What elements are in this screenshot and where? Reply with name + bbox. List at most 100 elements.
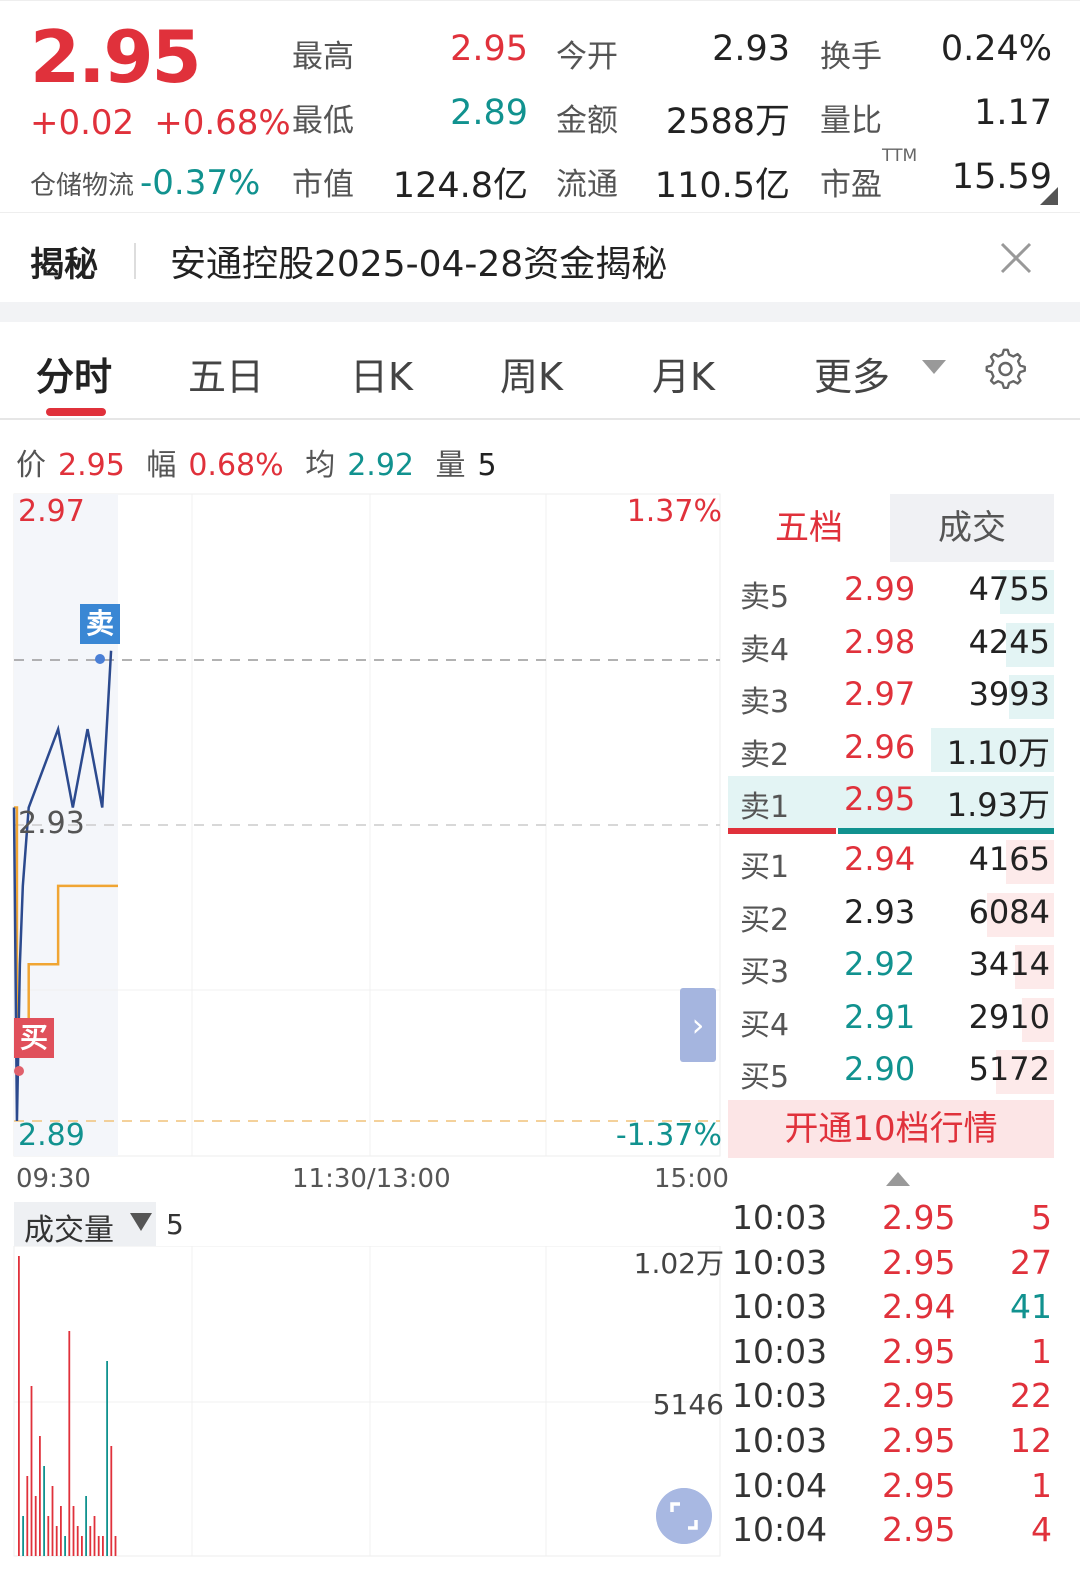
expand-panel-button[interactable]: › [680,988,716,1062]
level-label: 买2 [740,902,790,938]
average-price-line [14,806,118,1044]
volume-bar [68,1331,71,1556]
volume-bar [93,1516,96,1556]
level-volume: 4245 [968,622,1050,661]
pct-axis-max: 1.37% [626,494,722,529]
volume-bar [43,1466,45,1556]
bid-level-4[interactable]: 买4 2.91 2910 [728,994,1054,1046]
sector-info[interactable]: 仓储物流 -0.37% [30,163,260,203]
trade-price: 2.95 [882,1510,956,1550]
ask-level-3[interactable]: 卖3 2.97 3993 [728,671,1054,723]
price-change: +0.02 +0.68% [30,103,291,143]
ask-level-1[interactable]: 卖5 2.99 4755 [728,566,1054,618]
bid-level-3[interactable]: 买3 2.92 3414 [728,941,1054,993]
level-price: 2.95 [844,780,916,818]
info-vol: 5 [477,448,497,483]
close-icon[interactable] [996,238,1036,278]
tab-weekly-k[interactable]: 周K [500,355,563,399]
buy-marker[interactable]: 买 [14,1018,54,1058]
stat-label-amount: 金额 [556,103,618,139]
tab-deals[interactable]: 成交 [890,494,1054,562]
ask-level-5[interactable]: 卖1 2.95 1.93万 [728,776,1054,828]
volume-bar [85,1496,87,1556]
volume-bar [1022,997,1054,1042]
stat-label-low: 最低 [292,103,354,139]
stat-label-pe: 市盈 [820,167,882,203]
tab-monthly-k[interactable]: 月K [652,355,715,399]
order-book-tabs: 五档 成交 [728,494,1054,562]
tab-intraday[interactable]: 分时 [36,355,113,399]
volume-current: 5 [166,1208,184,1241]
level-label: 卖4 [740,632,790,668]
trade-time: 10:03 [732,1376,828,1416]
volume-bars [18,1256,117,1556]
sector-name: 仓储物流 [30,171,135,201]
tab-more[interactable]: 更多 [814,355,891,399]
trade-price: 2.95 [882,1421,956,1460]
tab-five-levels[interactable]: 五档 [728,494,890,562]
volume-bar [22,1516,24,1556]
stat-label-market-cap: 市值 [292,167,354,203]
trade-price: 2.94 [882,1287,956,1327]
level-price: 2.99 [844,570,916,608]
fullscreen-icon[interactable] [656,1488,712,1544]
bid-level-1[interactable]: 买1 2.94 4165 [728,836,1054,888]
info-avg-label: 均 [305,448,336,483]
trade-row: 10:03 2.95 27 [728,1243,1054,1287]
expand-corner-icon[interactable] [1040,187,1058,205]
volume-bar [55,1526,58,1556]
stat-value-amount: 2588万 [665,102,790,142]
period-tabs: 分时 五日 日K 周K 月K 更多 [0,322,1080,420]
reveal-banner[interactable]: 揭秘 安通控股2025-04-28资金揭秘 [0,212,1080,302]
sell-marker[interactable]: 卖 [80,604,120,644]
trade-time: 10:03 [732,1198,828,1237]
trade-price: 2.95 [882,1242,956,1282]
volume-title[interactable]: 成交量 [24,1213,114,1248]
tab-daily-k[interactable]: 日K [350,355,413,399]
volume-bar [72,1506,75,1556]
bid-level-5[interactable]: 买5 2.90 5172 [728,1046,1054,1098]
volume-bar [34,1496,37,1556]
banner-tag: 揭秘 [30,245,98,285]
stat-label-turnover: 换手 [820,39,882,75]
bid-level-2[interactable]: 买2 2.93 6084 [728,889,1054,941]
volume-chart[interactable] [0,1246,728,1558]
chevron-up-icon[interactable] [886,1172,910,1186]
intraday-chart[interactable] [0,490,728,1160]
level-volume: 6084 [968,892,1050,931]
average-series-path [14,806,118,1044]
volume-bar [114,1536,117,1556]
stat-value-market-cap: 124.8亿 [392,166,528,206]
level-label: 卖5 [740,580,790,615]
price-series-path [12,650,113,1122]
banner-text[interactable]: 安通控股2025-04-28资金揭秘 [170,244,668,285]
trade-time: 10:03 [732,1421,828,1460]
tab-five-day[interactable]: 五日 [188,355,265,399]
ask-level-4[interactable]: 卖2 2.96 1.10万 [728,724,1054,776]
chevron-down-icon[interactable] [130,1213,152,1231]
level-price: 2.92 [844,945,916,983]
ask-level-2[interactable]: 卖4 2.98 4245 [728,619,1054,671]
volume-bar [110,1446,113,1556]
volume-bar [89,1526,92,1556]
chevron-down-icon[interactable] [922,360,946,374]
trade-volume: 12 [1010,1421,1052,1460]
volume-bar [81,1536,83,1556]
time-mid: 11:30/13:00 [292,1164,451,1194]
level-volume: 1.10万 [946,733,1050,772]
level-price: 2.93 [844,892,916,931]
gear-icon[interactable] [984,346,1030,392]
stat-label-volume-ratio: 量比 [820,103,882,139]
pct-axis-min: -1.37% [615,1118,722,1153]
trade-price: 2.95 [882,1465,956,1505]
change-amount: +0.02 [30,103,135,143]
upgrade-level10-button[interactable]: 开通10档行情 [728,1100,1054,1158]
info-range: 0.68% [188,448,284,483]
level-price: 2.96 [844,727,916,766]
trade-volume: 5 [1031,1198,1052,1237]
quote-header: 2.95 +0.02 +0.68% 仓储物流 -0.37% 最高 2.95 今开 2… [0,0,1080,212]
y-axis-mid: 2.93 [18,806,85,841]
level-volume: 2910 [968,997,1050,1036]
level-label: 买5 [740,1060,790,1095]
